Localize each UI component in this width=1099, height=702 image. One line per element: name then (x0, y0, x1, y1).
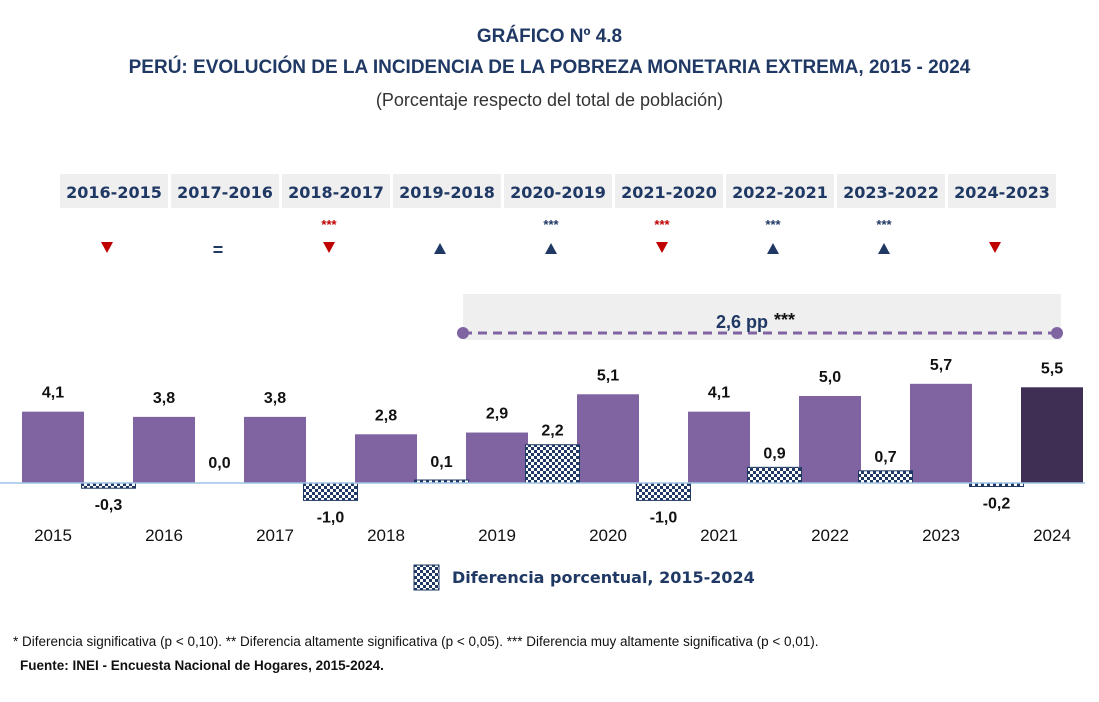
bar-2017 (244, 416, 306, 483)
period-label: 2019-2018 (399, 183, 495, 202)
bracket-stars: *** (774, 310, 795, 330)
period-box (60, 174, 168, 208)
x-tick-label: 2015 (34, 526, 72, 545)
significance-stars: *** (654, 217, 670, 232)
bar-2024 (1021, 387, 1083, 483)
legend-swatch (413, 564, 440, 591)
diff-bar-2022-2021 (747, 466, 802, 484)
bar-value-label: 2,9 (486, 406, 508, 423)
period-box (615, 174, 723, 208)
trend-down-icon (989, 242, 1001, 253)
diff-value-label: 0,7 (874, 449, 896, 466)
period-label: 2021-2020 (621, 183, 717, 202)
bar-value-label: 5,1 (597, 367, 619, 384)
bar-2021 (688, 411, 750, 483)
diff-bar-2023-2022 (858, 470, 913, 484)
bar-value-label: 4,1 (42, 385, 64, 402)
period-label: 2023-2022 (843, 183, 939, 202)
period-box (282, 174, 390, 208)
period-box (948, 174, 1056, 208)
chart-subtitle-main: PERÚ: EVOLUCIÓN DE LA INCIDENCIA DE LA P… (128, 57, 971, 78)
bar-value-label: 3,8 (264, 390, 286, 407)
diff-bar-2016-2015 (81, 482, 136, 489)
diff-bar-2021-2020 (636, 482, 691, 501)
bar-value-label: 5,0 (819, 369, 841, 386)
source-note: Fuente: INEI - Encuesta Nacional de Hoga… (20, 658, 384, 673)
diff-value-label: -0,3 (95, 497, 123, 514)
bar-2019 (466, 432, 528, 483)
trend-down-icon (101, 242, 113, 253)
significance-stars: *** (321, 217, 337, 232)
trend-up-icon (878, 243, 890, 254)
bar-2015 (22, 411, 84, 483)
bar-value-label: 2,8 (375, 407, 397, 424)
bar-2023 (910, 383, 972, 483)
trend-up-icon (434, 243, 446, 254)
period-label: 2018-2017 (288, 183, 384, 202)
x-tick-label: 2022 (811, 526, 849, 545)
diff-value-label: 2,2 (541, 423, 563, 440)
period-label: 2020-2019 (510, 183, 606, 202)
bracket-label: 2,6 pp (716, 312, 768, 332)
diff-bar-2018-2017 (303, 482, 358, 501)
x-tick-label: 2024 (1033, 526, 1071, 545)
trend-equal-icon: = (213, 240, 224, 260)
bar-value-label: 5,5 (1041, 360, 1063, 377)
x-tick-label: 2017 (256, 526, 294, 545)
trend-down-icon (656, 242, 668, 253)
period-label: 2024-2023 (954, 183, 1050, 202)
bar-value-label: 5,7 (930, 357, 952, 374)
x-tick-label: 2023 (922, 526, 960, 545)
chart-title: GRÁFICO Nº 4.8 (476, 26, 623, 47)
x-tick-label: 2020 (589, 526, 627, 545)
significance-stars: *** (543, 217, 559, 232)
x-tick-label: 2021 (700, 526, 738, 545)
period-box (393, 174, 501, 208)
bar-2016 (133, 416, 195, 483)
period-box (504, 174, 612, 208)
period-box (837, 174, 945, 208)
significance-stars: *** (765, 217, 781, 232)
chart-subtitle-unit: (Porcentaje respecto del total de poblac… (375, 90, 724, 110)
x-tick-label: 2019 (478, 526, 516, 545)
period-box (726, 174, 834, 208)
significance-note: * Diferencia significativa (p < 0,10). *… (13, 634, 819, 649)
trend-up-icon (767, 243, 779, 254)
bar-2022 (799, 396, 861, 483)
bracket-start-dot (457, 327, 469, 339)
diff-value-label: 0,9 (763, 445, 785, 462)
bar-2020 (577, 394, 639, 483)
diff-value-label: 0,1 (430, 454, 452, 471)
x-tick-label: 2018 (367, 526, 405, 545)
bar-value-label: 3,8 (153, 390, 175, 407)
significance-stars: *** (876, 217, 892, 232)
period-label: 2016-2015 (66, 183, 162, 202)
diff-value-label: -1,0 (317, 509, 345, 526)
diff-value-label: 0,0 (208, 455, 230, 472)
diff-value-label: -1,0 (650, 509, 678, 526)
trend-down-icon (323, 242, 335, 253)
diff-value-label: -0,2 (983, 495, 1011, 512)
diff-bar-2020-2019 (525, 444, 580, 484)
bar-2018 (355, 434, 417, 483)
bracket-end-dot (1051, 327, 1063, 339)
legend-label: Diferencia porcentual, 2015-2024 (452, 568, 755, 587)
period-label: 2017-2016 (177, 183, 273, 202)
period-box (171, 174, 279, 208)
trend-up-icon (545, 243, 557, 254)
period-label: 2022-2021 (732, 183, 828, 202)
x-tick-label: 2016 (145, 526, 183, 545)
bar-value-label: 4,1 (708, 385, 730, 402)
bar-chart: 2016-2015 2017-2016 2018-2017 2019-2018 2020… (0, 174, 1085, 591)
